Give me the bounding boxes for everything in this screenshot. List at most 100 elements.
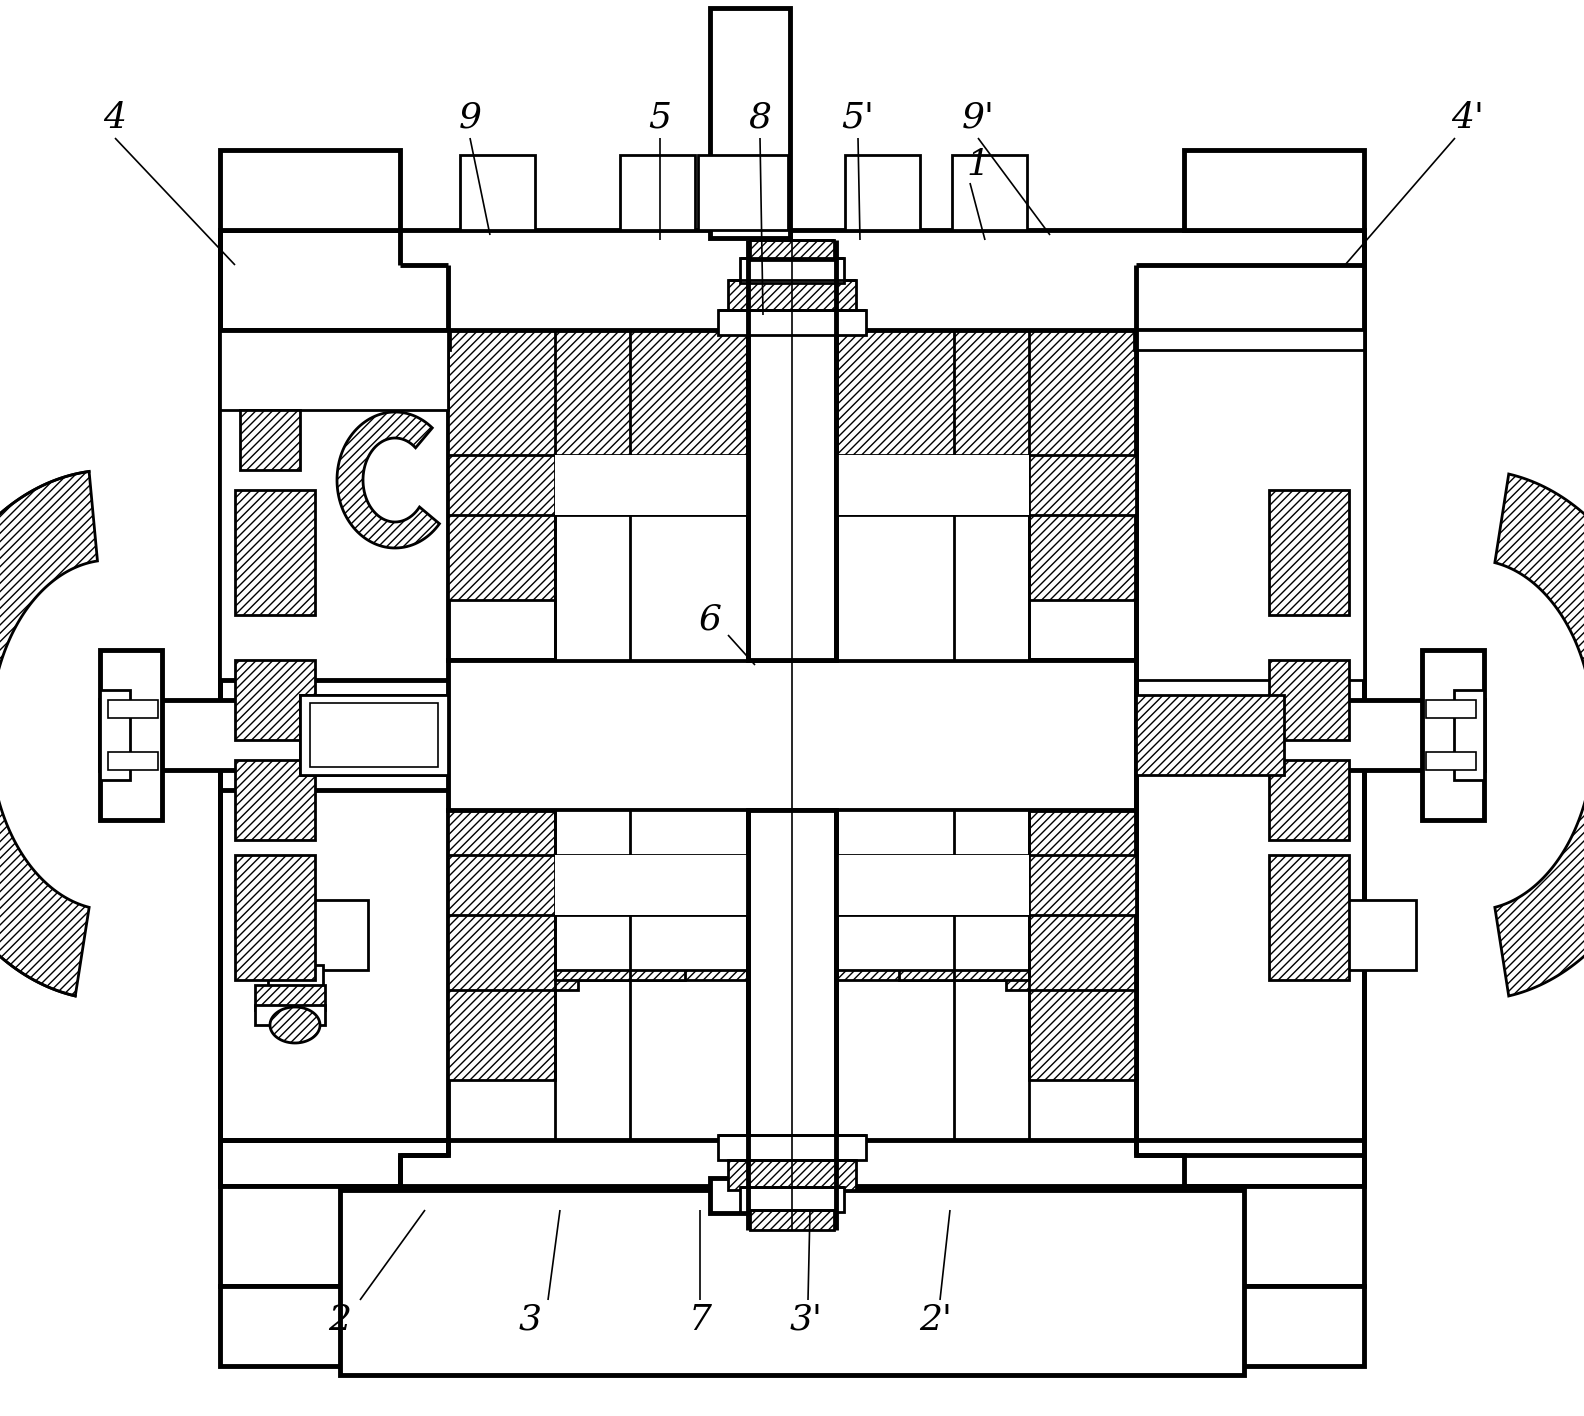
Bar [1114,310,1364,680]
Text: 2: 2 [328,1303,352,1337]
Bar [448,810,1136,1140]
Bar [554,490,684,590]
Bar [108,752,158,770]
Bar [1316,901,1416,970]
Bar [1183,1286,1364,1366]
Bar [836,855,1030,915]
Bar [1006,869,1136,990]
Bar [220,330,450,350]
Text: 4: 4 [103,101,127,135]
Bar [220,330,448,411]
Bar [718,310,866,336]
Bar [108,700,158,718]
Bar [1134,330,1364,350]
Bar [220,150,401,229]
Polygon shape [448,810,748,1080]
Bar [299,695,448,775]
Bar [220,1286,401,1366]
Bar [448,660,1136,810]
Bar [1269,855,1350,980]
Bar [448,480,578,600]
Bar [1269,760,1350,840]
Polygon shape [337,412,439,548]
Text: 4': 4' [1451,101,1484,135]
Bar [234,855,315,980]
Polygon shape [220,229,448,1187]
Bar [100,700,1484,770]
Bar [1426,752,1476,770]
Bar [448,455,748,515]
Bar [1426,700,1476,718]
Bar [740,1187,844,1212]
Bar [900,879,1030,980]
Bar [836,455,1136,515]
Bar [619,154,695,229]
Polygon shape [1495,474,1584,995]
Text: 5: 5 [648,101,672,135]
Bar [1269,660,1350,741]
Bar [836,855,1136,915]
Bar [220,310,470,680]
Bar [234,760,315,840]
Bar [748,810,836,1140]
Text: 7: 7 [689,1303,711,1337]
Bar [748,330,836,660]
Bar [749,1211,835,1231]
Polygon shape [448,330,748,590]
Bar [299,695,448,775]
Bar [234,490,315,615]
Bar [740,258,844,283]
Text: 1: 1 [966,149,990,183]
Bar [1454,690,1484,780]
Text: 3: 3 [518,1303,542,1337]
Bar [100,690,130,780]
Bar [718,1136,866,1160]
Bar [1269,490,1350,615]
Bar [268,964,323,1005]
Bar [448,855,748,915]
Text: 3': 3' [789,1303,822,1337]
Text: 5': 5' [841,101,874,135]
Polygon shape [269,1007,320,1044]
Bar [255,986,325,1010]
Bar [255,1005,325,1025]
Bar [836,810,1030,970]
Bar [1006,480,1136,600]
Bar [268,901,367,970]
Bar [699,154,787,229]
Bar [100,650,162,820]
Bar [448,869,578,990]
Polygon shape [1136,229,1364,1187]
Bar [1183,150,1364,229]
Text: 6: 6 [699,603,721,637]
Bar [554,455,748,515]
Bar [341,1189,1243,1375]
Bar [554,490,748,660]
Bar [729,280,855,310]
Text: 9': 9' [961,101,995,135]
Text: 2': 2' [920,1303,952,1337]
Polygon shape [0,472,98,995]
Bar [220,1187,1364,1286]
Bar [241,411,299,470]
Bar [554,855,748,915]
Bar [710,1178,790,1214]
Bar [900,490,1030,590]
Polygon shape [836,330,1136,590]
Bar [220,229,1364,330]
Bar [1136,695,1285,775]
Text: 9: 9 [458,101,482,135]
Text: 8: 8 [749,101,771,135]
Bar [554,879,684,980]
Bar [729,1160,855,1189]
Bar [554,810,748,970]
Bar [844,154,920,229]
Bar [749,239,835,261]
Bar [836,455,1030,515]
Bar [710,8,790,238]
Polygon shape [836,810,1136,1080]
Bar [448,330,1136,660]
Bar [952,154,1026,229]
Bar [459,154,535,229]
Bar [310,702,439,767]
